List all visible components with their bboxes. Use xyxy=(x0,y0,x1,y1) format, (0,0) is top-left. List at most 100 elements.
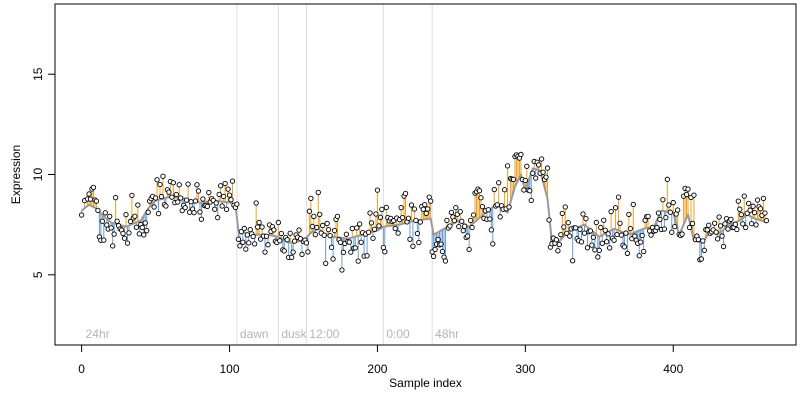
data-point xyxy=(173,191,179,198)
data-point xyxy=(584,245,591,251)
x-tick-label: 200 xyxy=(367,362,387,376)
data-point xyxy=(287,230,293,236)
data-point xyxy=(235,236,242,242)
data-point xyxy=(553,237,560,243)
data-point xyxy=(234,201,240,207)
data-point xyxy=(129,192,135,199)
data-point xyxy=(558,232,564,238)
data-point xyxy=(738,211,744,218)
data-point xyxy=(728,216,734,223)
data-point xyxy=(176,182,182,188)
data-point xyxy=(411,206,418,212)
data-point xyxy=(299,251,305,257)
data-point xyxy=(124,240,131,246)
data-point xyxy=(490,241,496,247)
data-point xyxy=(570,258,576,264)
data-point xyxy=(204,203,210,210)
region-label: 48hr xyxy=(435,327,459,341)
data-point xyxy=(615,194,622,200)
data-point xyxy=(501,187,508,193)
region-label: dawn xyxy=(240,327,269,341)
data-point xyxy=(155,210,162,217)
data-point xyxy=(346,239,352,245)
data-points xyxy=(78,151,770,273)
data-point xyxy=(399,214,406,221)
data-point xyxy=(478,195,484,201)
data-point xyxy=(428,198,434,204)
data-point xyxy=(358,239,364,245)
data-point xyxy=(152,195,159,201)
data-point xyxy=(743,224,749,231)
data-point xyxy=(194,182,200,188)
data-point xyxy=(630,201,636,208)
data-point xyxy=(121,235,128,241)
data-point xyxy=(457,208,463,215)
x-tick-label: 100 xyxy=(220,362,240,376)
data-point xyxy=(601,217,607,223)
data-point xyxy=(357,221,363,227)
data-point xyxy=(476,188,483,194)
data-point xyxy=(309,223,316,230)
x-tick-label: 300 xyxy=(515,362,535,376)
data-point xyxy=(460,228,466,234)
data-point xyxy=(763,217,770,224)
data-point xyxy=(321,232,327,238)
data-point xyxy=(717,223,724,229)
data-point xyxy=(191,209,197,216)
data-point xyxy=(648,232,654,238)
data-point xyxy=(617,220,623,226)
data-point xyxy=(348,249,354,255)
data-point xyxy=(605,231,611,237)
data-point xyxy=(611,237,617,243)
data-point xyxy=(111,231,117,237)
data-point xyxy=(716,214,722,220)
data-point xyxy=(220,193,227,200)
data-point xyxy=(312,232,318,238)
data-point xyxy=(405,215,412,221)
data-point xyxy=(565,219,571,226)
data-point xyxy=(714,236,721,242)
data-point xyxy=(252,241,258,247)
data-point xyxy=(722,221,728,227)
data-point xyxy=(636,253,642,259)
data-point xyxy=(744,210,750,216)
data-point xyxy=(627,226,633,232)
data-point xyxy=(719,233,725,239)
data-point xyxy=(408,202,415,208)
data-point xyxy=(578,239,585,245)
data-point xyxy=(641,248,647,255)
data-point xyxy=(470,212,477,218)
data-point xyxy=(93,198,100,204)
data-point xyxy=(259,224,265,230)
data-point xyxy=(160,173,166,179)
data-point xyxy=(277,238,283,244)
data-point xyxy=(456,224,462,230)
data-point xyxy=(657,216,663,223)
data-point xyxy=(402,190,409,197)
data-point xyxy=(383,204,389,211)
data-point xyxy=(183,197,190,203)
data-point xyxy=(367,210,373,216)
data-point xyxy=(169,194,175,200)
y-axis-label: Expression xyxy=(9,145,23,204)
y-tick-label: 10 xyxy=(31,168,45,182)
data-point xyxy=(158,193,165,200)
data-point xyxy=(243,246,249,252)
data-point xyxy=(572,225,579,231)
data-point xyxy=(465,233,471,239)
data-point xyxy=(126,230,132,236)
data-point xyxy=(595,254,601,260)
data-point xyxy=(522,177,528,184)
data-point xyxy=(377,214,384,221)
data-point xyxy=(672,224,678,230)
data-point xyxy=(314,224,320,231)
data-point xyxy=(543,174,549,180)
data-point xyxy=(623,230,629,236)
data-point xyxy=(253,200,259,206)
data-point xyxy=(223,206,230,213)
data-point xyxy=(166,189,172,195)
data-point xyxy=(288,254,295,260)
data-point xyxy=(331,228,338,234)
data-point xyxy=(491,186,497,193)
data-point xyxy=(414,230,421,237)
